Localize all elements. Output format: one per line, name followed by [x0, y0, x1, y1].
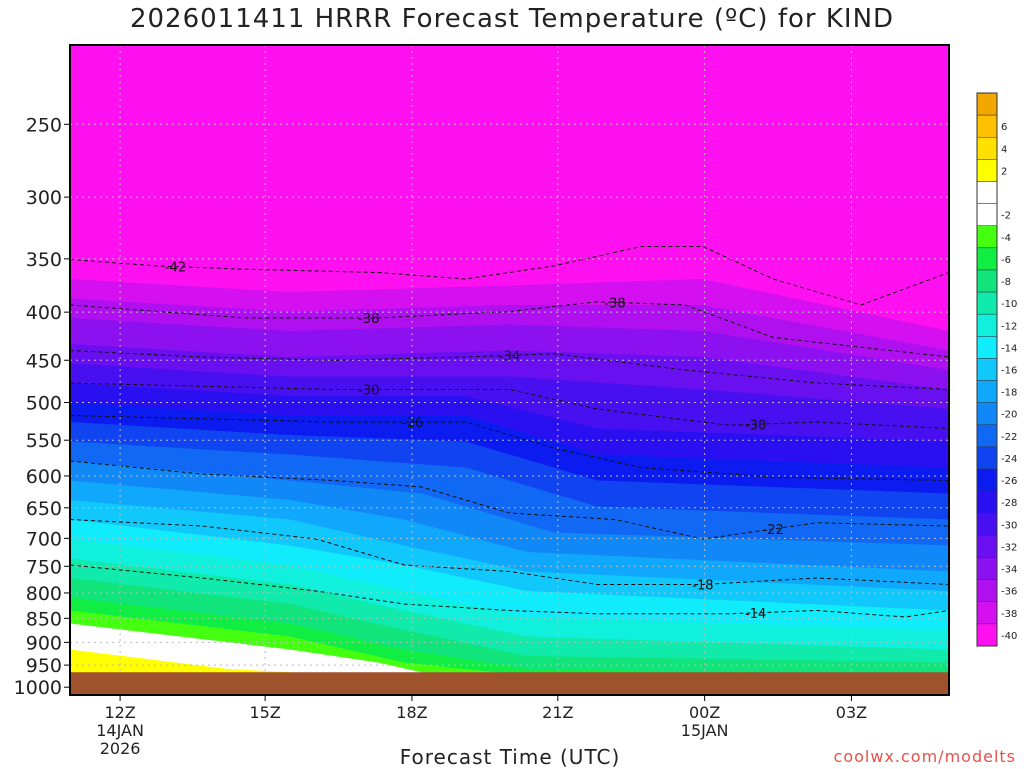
y-tick-label: 850 [26, 608, 62, 630]
ground-surface [70, 672, 949, 695]
colorbar-swatch [976, 402, 998, 426]
plot-frame [69, 44, 950, 696]
y-tick-label: 250 [26, 114, 62, 136]
colorbar-label: -12 [1001, 321, 1017, 332]
colorbar-label: -22 [1001, 432, 1017, 443]
credit-link[interactable]: coolwx.com/modelts [833, 747, 1016, 766]
isotherm-9 [70, 564, 949, 618]
isotherm-label: -26 [402, 416, 423, 431]
colorbar-swatch [976, 114, 998, 138]
colorbar-label: -4 [1001, 233, 1011, 244]
colorbar-swatch [976, 623, 998, 647]
colorbar-label: -36 [1001, 587, 1017, 598]
x-tick-label: 03Z [836, 703, 867, 722]
y-tick-label: 400 [26, 302, 62, 324]
colorbar-swatch [976, 358, 998, 381]
y-tick-label: 750 [26, 556, 62, 578]
x-tick-label: 00Z [689, 703, 720, 722]
colorbar-swatch [976, 579, 998, 603]
y-tick-label: 600 [26, 466, 62, 488]
colorbar-label: -32 [1001, 542, 1017, 553]
colorbar-label: 6 [1001, 122, 1007, 133]
y-tick-label: 350 [26, 249, 62, 271]
colorbar-label: -28 [1001, 498, 1017, 509]
x-tick-label: 2026 [100, 739, 141, 758]
isotherm-label: -38 [358, 312, 379, 327]
colorbar-swatch [976, 336, 998, 359]
colorbar-swatch [976, 424, 998, 448]
colorbar-label: -18 [1001, 388, 1017, 399]
isotherm-4 [70, 382, 949, 429]
chart-title: 2026011411 HRRR Forecast Temperature (ºC… [129, 4, 895, 34]
colorbar-label: -26 [1001, 476, 1017, 487]
colorbar-swatch [976, 468, 998, 492]
colorbar-swatch [976, 601, 998, 625]
x-tick-label: 12Z [104, 703, 135, 722]
colorbar-label: -38 [1001, 609, 1017, 620]
isotherm-label: -42 [165, 261, 186, 276]
colorbar-swatch [976, 181, 998, 204]
isotherm-8 [70, 519, 949, 585]
colorbar-label: -6 [1001, 255, 1011, 266]
isotherm-label: -18 [692, 579, 713, 594]
isotherm-1 [70, 301, 949, 358]
colorbar-label: -2 [1001, 211, 1011, 222]
colorbar-label: -14 [1001, 343, 1017, 354]
colorbar-label: -24 [1001, 454, 1017, 465]
isotherm-label: -14 [745, 607, 766, 622]
colorbar-swatch [976, 313, 998, 337]
colorbar-label: -10 [1001, 299, 1017, 310]
y-tick-label: 500 [26, 393, 62, 415]
colorbar-swatch [976, 380, 998, 403]
isotherm-label: -38 [604, 296, 625, 311]
x-tick-label: 15Z [249, 703, 280, 722]
y-tick-label: 700 [26, 528, 62, 550]
x-tick-label: 15JAN [681, 721, 729, 740]
colorbar-label: -40 [1001, 631, 1017, 642]
colorbar-label: -16 [1001, 366, 1017, 377]
colorbar-swatch [976, 225, 998, 249]
colorbar-label: 4 [1001, 144, 1007, 155]
x-tick-label: 21Z [542, 703, 573, 722]
colorbar-swatch [976, 92, 998, 116]
colorbar-label: -20 [1001, 410, 1017, 421]
y-tick-label: 800 [26, 583, 62, 605]
colorbar-label: -8 [1001, 277, 1011, 288]
colorbar-swatch [976, 513, 998, 536]
isotherm-label: -30 [358, 384, 379, 399]
colorbar-swatch [976, 269, 998, 293]
isotherm-0 [70, 246, 949, 306]
x-axis-label: Forecast Time (UTC) [399, 745, 621, 769]
colorbar-label: -30 [1001, 520, 1017, 531]
isotherm-label: -34 [499, 349, 520, 364]
colorbar-swatch [976, 446, 998, 470]
y-tick-label: 1000 [14, 677, 62, 699]
colorbar-swatch [976, 291, 998, 315]
colorbar-swatch [976, 535, 998, 558]
x-tick-label: 14JAN [96, 721, 144, 740]
isotherm-label: -22 [763, 523, 784, 538]
colorbar-swatch [976, 557, 998, 580]
colorbar-swatch [976, 490, 998, 514]
isotherm-6 [70, 415, 949, 481]
colorbar-swatch [976, 247, 998, 271]
colorbar-label: 2 [1001, 166, 1007, 177]
colorbar-swatch [976, 159, 998, 182]
y-tick-label: 450 [26, 350, 62, 372]
y-tick-label: 300 [26, 187, 62, 209]
y-tick-label: 900 [26, 632, 62, 654]
colorbar-frame [976, 92, 998, 647]
y-tick-label: 650 [26, 498, 62, 520]
colorbar-label: -34 [1001, 565, 1017, 576]
y-tick-label: 550 [26, 430, 62, 452]
colorbar-swatch [976, 136, 998, 160]
x-tick-label: 18Z [396, 703, 427, 722]
y-tick-label: 950 [26, 655, 62, 677]
isotherm-label: -30 [745, 418, 766, 433]
colorbar-swatch [976, 203, 998, 226]
